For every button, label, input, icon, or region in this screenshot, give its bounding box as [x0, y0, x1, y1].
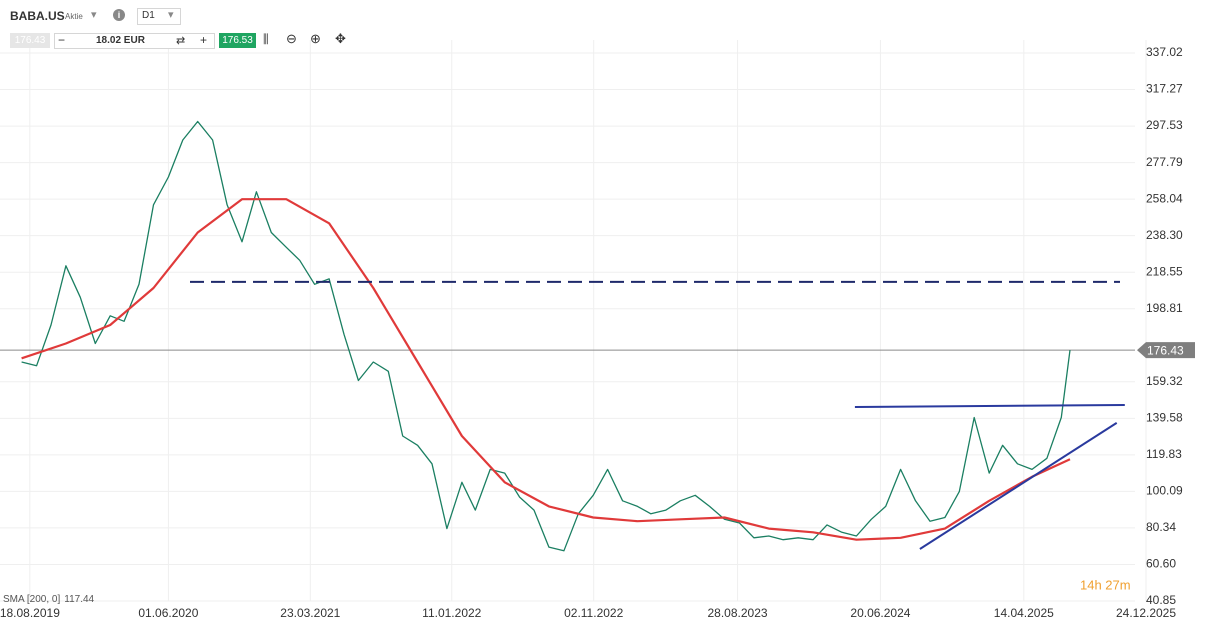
info-icon[interactable]: i — [113, 9, 125, 21]
timer: 14h 27m — [1080, 577, 1131, 592]
x-tick-label: 28.08.2023 — [708, 606, 768, 620]
y-tick-label: 317.27 — [1146, 82, 1183, 96]
y-tick-label: 159.32 — [1146, 374, 1183, 388]
plus-button[interactable]: + — [200, 33, 208, 47]
chart-type-icon[interactable]: ⫼ — [263, 32, 269, 46]
y-tick-label: 139.58 — [1146, 410, 1183, 424]
line-series — [919, 422, 1118, 550]
y-tick-label: 337.02 — [1146, 45, 1183, 59]
x-tick-label: 20.06.2024 — [850, 606, 910, 620]
volume[interactable]: 18.02 EUR — [96, 35, 145, 46]
x-tick-label: 11.01.2022 — [422, 606, 481, 620]
interval-select[interactable] — [137, 8, 181, 25]
interval: D1 — [142, 10, 155, 21]
y-tick-label: 258.04 — [1146, 191, 1183, 205]
x-tick-label: 01.06.2020 — [138, 606, 198, 620]
minus-button[interactable]: − — [58, 33, 66, 47]
zoom-in-icon[interactable]: ⊕ — [310, 31, 321, 46]
bid[interactable]: 176.43 — [10, 33, 50, 48]
y-tick-label: 40.85 — [1146, 593, 1176, 607]
x-tick-label: 02.11.2022 — [564, 606, 623, 620]
volume-box — [54, 33, 215, 49]
y-tick-label: 238.30 — [1146, 228, 1183, 242]
symbol-dropdown[interactable]: ▾ — [91, 9, 97, 21]
y-tick-label: 297.53 — [1146, 118, 1183, 132]
y-tick-label: 198.81 — [1146, 301, 1183, 315]
zoom-out-icon[interactable]: ⊖ — [286, 31, 297, 46]
x-tick-label: 18.08.2019 — [0, 606, 60, 620]
interval-arrow: ▾ — [168, 9, 174, 21]
y-tick-label: 100.09 — [1146, 484, 1183, 498]
kind: Aktie — [65, 12, 83, 21]
price-tag — [1137, 342, 1195, 359]
price-tag-label: 176.43 — [1147, 343, 1184, 357]
x-tick-label: 14.04.2025 — [994, 606, 1054, 620]
swap-button[interactable]: ⇄ — [176, 35, 186, 47]
y-tick-label: 80.34 — [1146, 520, 1176, 534]
pan-icon[interactable]: ✥ — [335, 31, 346, 46]
indicator-value: 117.44 — [64, 594, 94, 605]
indicator-name: SMA [200, 0] — [3, 594, 60, 605]
y-tick-label: 60.60 — [1146, 557, 1176, 571]
ask[interactable]: 176.53 — [219, 33, 256, 48]
line-series — [21, 120, 1071, 552]
indicator-label: SMA [200, 0] 117.44 — [3, 594, 95, 605]
line-series — [854, 404, 1125, 408]
x-tick-label: 24.12.2025 — [1116, 606, 1176, 620]
y-tick-label: 218.55 — [1146, 264, 1183, 278]
y-tick-label: 277.79 — [1146, 155, 1183, 169]
symbol[interactable]: BABA.US — [10, 9, 65, 23]
x-tick-label: 23.03.2021 — [280, 606, 340, 620]
line-series — [21, 198, 1071, 541]
y-tick-label: 119.83 — [1146, 447, 1182, 461]
